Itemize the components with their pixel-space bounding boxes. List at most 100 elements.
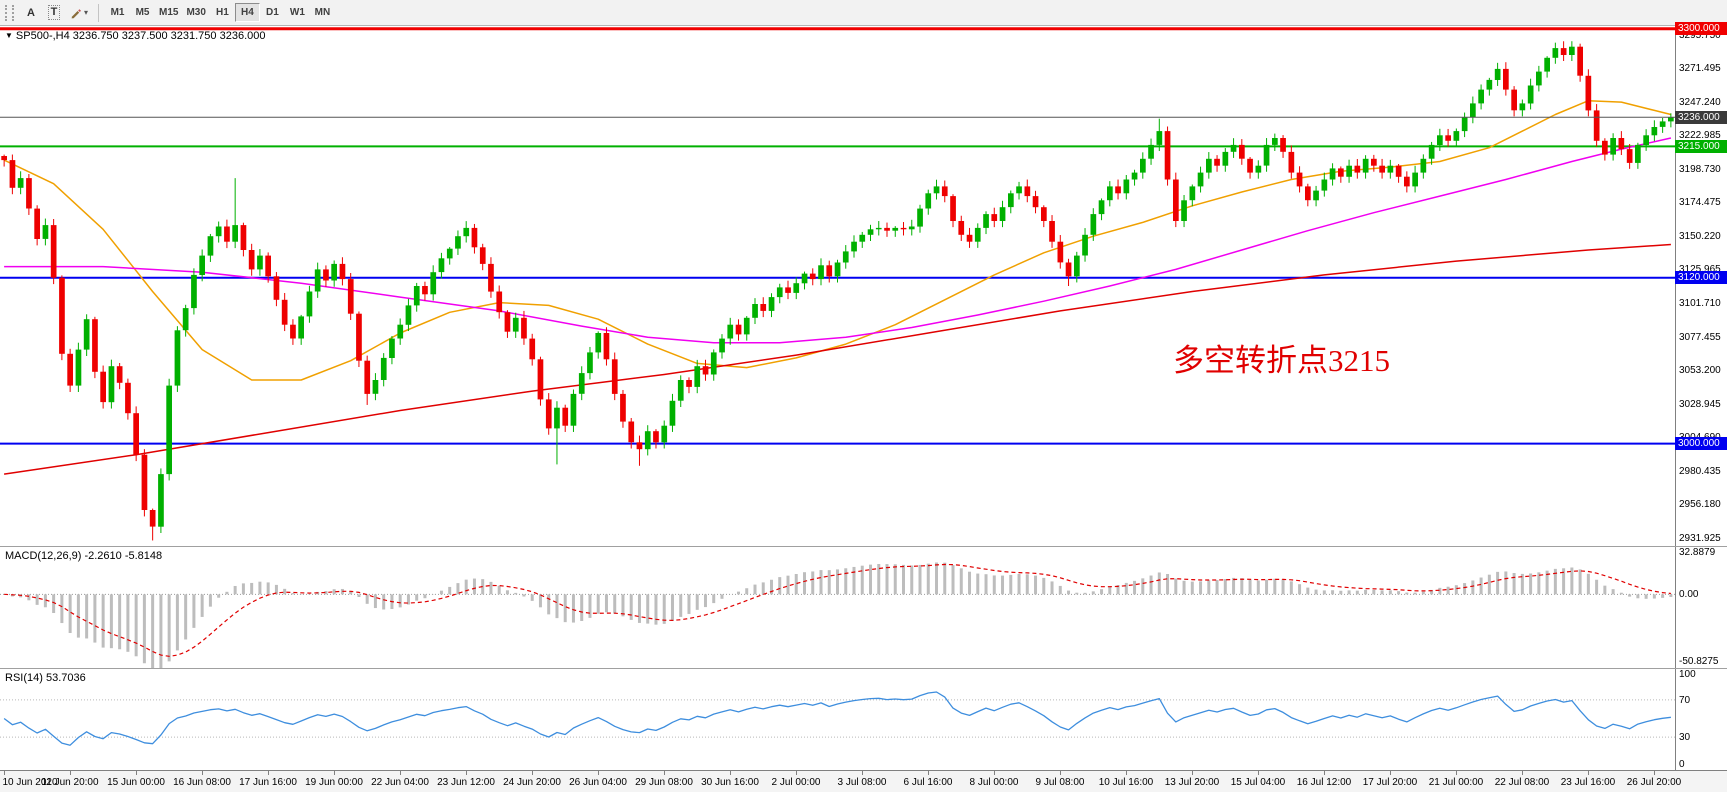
time-label: 2 Jul 00:00 [771,777,821,788]
candlestick-series [1,41,1674,541]
ma-mid-magenta [4,137,1672,344]
time-label: 26 Jul 20:00 [1626,777,1682,788]
annotation-text: 多空转折点3215 [1173,343,1390,378]
rsi-panel: 100 70 30 0 RSI(14) 53.7036 [0,668,1727,770]
price-axis[interactable]: 3295.750 3271.495 3247.240 3222.985 3198.730… [1675,22,1727,546]
time-tick [598,771,599,775]
timeframe-button-m30[interactable]: M30 [182,3,209,22]
time-label: 10 Jul 16:00 [1098,777,1154,788]
time-tick [268,771,269,775]
rsi-plot[interactable] [0,669,1675,770]
macd-axis-label: 32.8879 [1679,547,1716,558]
time-tick [796,771,797,775]
price-axis-label: 3150.220 [1679,231,1721,242]
time-label: 29 Jun 08:00 [635,777,693,788]
price-axis-label: 3101.710 [1679,298,1721,309]
time-tick [1390,771,1391,775]
time-label: 22 Jun 04:00 [371,777,429,788]
price-axis-label: 3077.455 [1679,332,1721,343]
time-label: 30 Jun 16:00 [701,777,759,788]
timeframe-button-d1[interactable]: D1 [260,3,285,22]
rsi-axis-label: 70 [1679,695,1691,706]
text-tool-icon: T [47,5,61,20]
rsi-axis-label: 0 [1679,759,1685,770]
time-label: 17 Jul 20:00 [1362,777,1418,788]
time-tick [928,771,929,775]
macd-histogram [10,562,1673,668]
time-axis[interactable]: 10 Jun 2020 11 Jun 20:00 15 Jun 00:00 16 Ju… [0,770,1727,792]
price-axis-label: 3028.945 [1679,399,1721,410]
price-axis-label: 3295.750 [1679,30,1721,41]
time-label: 21 Jul 00:00 [1428,777,1484,788]
price-axis-label: 3198.730 [1679,164,1721,175]
price-tag-3236.000: 3236.000 [1675,111,1727,124]
rsi-axis-label: 30 [1679,732,1691,743]
timeframe-button-h4[interactable]: H4 [234,3,260,22]
chart-title-text: SP500-,H4 3236.750 3237.500 3231.750 323… [15,30,266,42]
timeframe-group: M1 M5 M15 M30 H1 H4 D1 W1 MN [105,3,335,22]
toolbar-grip[interactable] [5,4,14,21]
time-tick [1654,771,1655,775]
time-label: 9 Jul 08:00 [1035,777,1085,788]
timeframe-button-w1[interactable]: W1 [285,3,310,22]
time-label: 22 Jul 08:00 [1494,777,1550,788]
time-label: 3 Jul 08:00 [837,777,887,788]
ma-fast-orange [3,99,1672,381]
time-tick [1060,771,1061,775]
macd-plot[interactable] [0,547,1675,668]
time-label: 8 Jul 00:00 [969,777,1019,788]
rsi-label: RSI(14) 53.7036 [5,672,86,684]
time-label: 26 Jun 04:00 [569,777,627,788]
macd-axis[interactable]: 32.8879 0.00 -50.8275 [1675,547,1727,668]
rsi-axis[interactable]: 100 70 30 0 [1675,669,1727,770]
time-label: 11 Jun 20:00 [41,777,99,788]
time-tick [136,771,137,775]
time-label: 13 Jul 20:00 [1164,777,1220,788]
time-label: 16 Jul 12:00 [1296,777,1352,788]
time-label: 15 Jul 04:00 [1230,777,1286,788]
rsi-axis-label: 100 [1679,669,1696,680]
time-label: 23 Jun 12:00 [437,777,495,788]
draw-tools-button[interactable]: ▾ [66,3,92,23]
time-tick [4,771,5,775]
macd-axis-label: -50.8275 [1679,656,1719,667]
price-axis-label: 3247.240 [1679,97,1721,108]
macd-axis-label: 0.00 [1679,589,1699,600]
time-tick [664,771,665,775]
price-axis-label: 3271.495 [1679,63,1721,74]
macd-signal-line [4,563,1671,657]
time-tick [1456,771,1457,775]
time-tick [1192,771,1193,775]
time-tick [70,771,71,775]
pencil-icon [71,8,81,18]
price-axis-label: 3053.200 [1679,365,1721,376]
price-axis-label: 3222.985 [1679,130,1721,141]
time-tick [862,771,863,775]
timeframe-button-m1[interactable]: M1 [105,3,130,22]
price-axis-label: 2980.435 [1679,466,1721,477]
toolbar: A T ▾ M1 M5 M15 M30 H1 H4 D1 W1 MN [0,0,1727,26]
price-tag-3300.000: 3300.000 [1675,22,1727,35]
text-tool-button[interactable]: T [43,3,65,23]
price-axis-label: 2956.180 [1679,499,1721,510]
time-tick [202,771,203,775]
timeframe-button-mn[interactable]: MN [310,3,335,22]
timeframe-button-m5[interactable]: M5 [130,3,155,22]
timeframe-button-h1[interactable]: H1 [210,3,235,22]
price-tag-3120.000: 3120.000 [1675,271,1727,284]
time-tick [1126,771,1127,775]
rsi-line [3,691,1671,746]
price-axis-label: 2931.925 [1679,533,1721,544]
time-label: 15 Jun 00:00 [107,777,165,788]
time-tick [532,771,533,775]
price-chart-panel: 3295.750 3271.495 3247.240 3222.985 3198.730… [0,22,1727,546]
price-plot[interactable] [0,26,1675,546]
chart-title: ▼ SP500-,H4 3236.750 3237.500 3231.750 32… [5,30,265,42]
time-tick [1258,771,1259,775]
time-label: 23 Jul 16:00 [1560,777,1616,788]
timeframe-button-m15[interactable]: M15 [155,3,182,22]
price-tag-3215.000: 3215.000 [1675,140,1727,153]
time-tick [466,771,467,775]
arrow-tool-button[interactable]: A [20,3,42,23]
